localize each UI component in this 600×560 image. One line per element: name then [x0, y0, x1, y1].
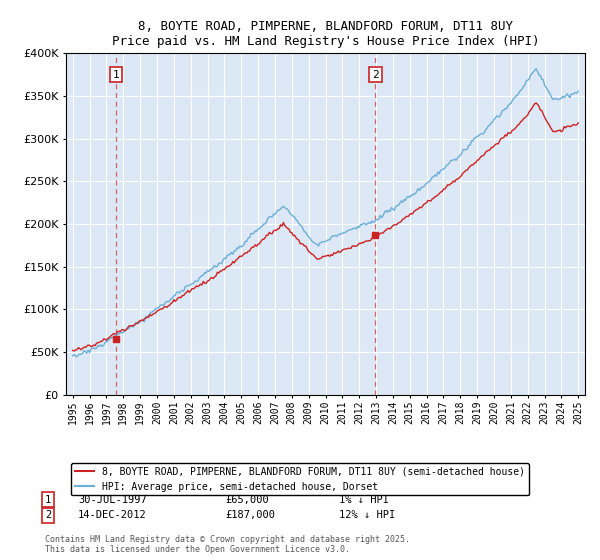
Text: Contains HM Land Registry data © Crown copyright and database right 2025.
This d: Contains HM Land Registry data © Crown c… — [45, 535, 410, 554]
Text: 2: 2 — [372, 69, 379, 80]
Text: 1% ↓ HPI: 1% ↓ HPI — [339, 494, 389, 505]
Text: £187,000: £187,000 — [225, 510, 275, 520]
Text: 30-JUL-1997: 30-JUL-1997 — [78, 494, 147, 505]
Text: 12% ↓ HPI: 12% ↓ HPI — [339, 510, 395, 520]
Text: 2: 2 — [45, 510, 51, 520]
Title: 8, BOYTE ROAD, PIMPERNE, BLANDFORD FORUM, DT11 8UY
Price paid vs. HM Land Regist: 8, BOYTE ROAD, PIMPERNE, BLANDFORD FORUM… — [112, 20, 539, 48]
Text: 14-DEC-2012: 14-DEC-2012 — [78, 510, 147, 520]
Text: 1: 1 — [45, 494, 51, 505]
Text: £65,000: £65,000 — [225, 494, 269, 505]
Text: 1: 1 — [113, 69, 119, 80]
Legend: 8, BOYTE ROAD, PIMPERNE, BLANDFORD FORUM, DT11 8UY (semi-detached house), HPI: A: 8, BOYTE ROAD, PIMPERNE, BLANDFORD FORUM… — [71, 463, 529, 496]
